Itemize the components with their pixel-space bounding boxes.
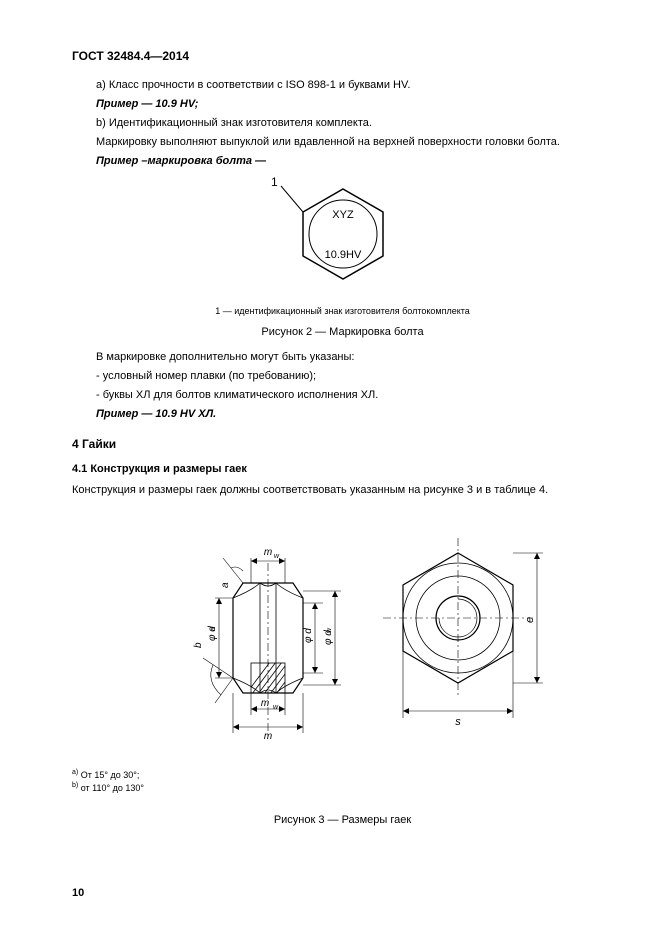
svg-text:b: b bbox=[193, 642, 204, 648]
svg-text:w: w bbox=[326, 627, 333, 633]
list-item: - условный номер плавки (по требованию); bbox=[72, 369, 613, 384]
footnote-text: От 15° до 30°; bbox=[78, 770, 139, 780]
callout-number: 1 bbox=[271, 175, 278, 189]
list-item: - буквы ХЛ для болтов климатического исп… bbox=[72, 388, 613, 403]
example: Пример –маркировка болта — bbox=[72, 154, 613, 169]
example: Пример — 10.9 HV ХЛ. bbox=[72, 407, 613, 422]
paragraph: Маркировку выполняют выпуклой или вдавле… bbox=[72, 135, 613, 150]
svg-text:m: m bbox=[260, 698, 268, 709]
figure-2-caption: Рисунок 2 — Маркировка болта bbox=[72, 325, 613, 340]
svg-text:φ d: φ d bbox=[303, 628, 314, 643]
paragraph: a) Класс прочности в соответствии с ISO … bbox=[72, 78, 613, 93]
page: ГОСТ 32484.4—2014 a) Класс прочности в с… bbox=[0, 0, 661, 935]
paragraph: В маркировке дополнительно могут быть ук… bbox=[72, 350, 613, 365]
figure-2-legend: 1 — идентификационный знак изготовителя … bbox=[72, 305, 613, 317]
figure-3: m w a b φ d a bbox=[72, 503, 613, 758]
hex-label-top: XYZ bbox=[332, 209, 354, 221]
svg-text:s: s bbox=[455, 716, 461, 728]
example: Пример — 10.9 HV; bbox=[72, 97, 613, 112]
svg-text:m: m bbox=[263, 731, 271, 742]
figure-2: 1 XYZ 10.9HV bbox=[72, 174, 613, 299]
heading-2: 4 Гайки bbox=[72, 436, 613, 452]
paragraph: b) Идентификационный знак изготовителя к… bbox=[72, 116, 613, 131]
page-number: 10 bbox=[72, 886, 84, 901]
footnote-text: от 110° до 130° bbox=[78, 783, 144, 793]
heading-3: 4.1 Конструкция и размеры гаек bbox=[72, 462, 613, 477]
doc-header: ГОСТ 32484.4—2014 bbox=[72, 48, 613, 64]
hex-label-bottom: 10.9HV bbox=[324, 249, 361, 261]
svg-text:e: e bbox=[524, 617, 536, 623]
svg-text:a: a bbox=[220, 582, 231, 588]
paragraph: Конструкция и размеры гаек должны соотве… bbox=[72, 483, 613, 498]
figure-3-footnotes: a) От 15° до 30°; b) от 110° до 130° bbox=[72, 768, 613, 794]
figure-3-caption: Рисунок 3 — Размеры гаек bbox=[72, 813, 613, 828]
svg-text:m: m bbox=[263, 547, 271, 558]
svg-text:w: w bbox=[273, 704, 279, 711]
svg-text:a: a bbox=[210, 627, 217, 631]
